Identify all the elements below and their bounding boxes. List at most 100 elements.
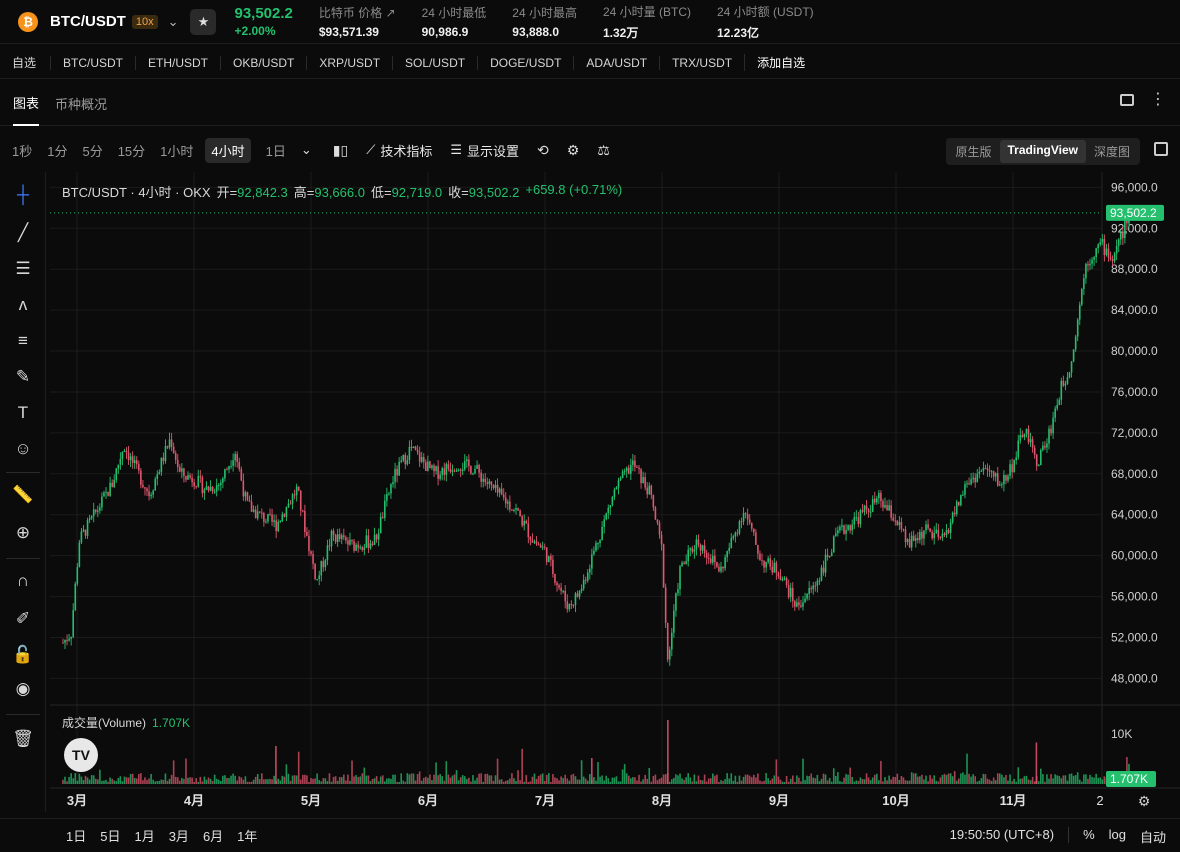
favorite-star-icon[interactable]: ★ [190, 8, 217, 35]
zoom-in-icon[interactable]: ⊕ [15, 523, 31, 542]
candle-type-icon[interactable]: ▮▯ [332, 141, 349, 158]
chart-canvas[interactable]: 96,000.0 92,000.0 88,000.0 84,000.0 80,000.0… [44, 172, 1180, 812]
watchlist-item[interactable]: SOL/USDT [392, 55, 477, 70]
interval-1m[interactable]: 1分 [47, 143, 68, 159]
watchlist-item[interactable]: ADA/USDT [573, 55, 659, 70]
log-toggle[interactable]: log [1108, 827, 1126, 842]
interval-5m[interactable]: 5分 [82, 143, 103, 159]
watchlist-item[interactable]: ETH/USDT [135, 55, 220, 70]
fullscreen-icon[interactable] [1154, 142, 1168, 156]
indicators-button[interactable]: ⟋ 技术指标 [366, 141, 432, 160]
price-chart[interactable]: 96,000.0 92,000.0 88,000.0 84,000.0 80,000.0… [44, 172, 1180, 812]
brush-icon[interactable]: ✎ [15, 367, 31, 386]
auto-toggle[interactable]: 自动 [1139, 830, 1166, 845]
watchlist-label[interactable]: 自选 [12, 56, 37, 70]
watchlist-item[interactable]: BTC/USDT [50, 55, 135, 70]
candle-body [541, 546, 544, 548]
stat-24h-turnover: 24 小时额 (USDT) 12.23亿 [717, 3, 814, 41]
volume-bar [734, 775, 737, 784]
volume-bar [320, 781, 323, 784]
eye-icon[interactable]: ◉ [15, 679, 31, 698]
volume-bar [552, 774, 554, 784]
more-options-icon[interactable]: ⋮ [1150, 91, 1166, 108]
candle-body [734, 532, 737, 537]
emoji-icon[interactable]: ☺ [14, 439, 32, 458]
candle-body [189, 475, 191, 478]
crosshair-icon[interactable]: ┼ [16, 185, 30, 204]
axis-settings-icon[interactable]: ⚙ [1138, 793, 1151, 809]
volume-bar [753, 774, 755, 784]
candle-body [808, 588, 810, 595]
volume-bar [406, 773, 409, 784]
tab-chart[interactable]: 图表 [13, 82, 40, 126]
tradingview-logo[interactable]: TV [64, 738, 98, 772]
add-watchlist-button[interactable]: 添加自选 [744, 54, 817, 71]
interval-4h[interactable]: 4小时 [205, 137, 251, 163]
volume-bar [984, 774, 987, 784]
watchlist-item[interactable]: TRX/USDT [659, 55, 744, 70]
display-settings-button[interactable]: ☰ 显示设置 [450, 141, 519, 160]
candle-body [1066, 377, 1069, 384]
refresh-icon[interactable]: ⟲ [537, 141, 549, 158]
volume-bar [664, 774, 667, 784]
volume-bar [636, 780, 638, 784]
trash-icon[interactable]: 🗑 [12, 729, 34, 748]
fib-icon[interactable]: ≡ [18, 331, 28, 350]
volume-bar [248, 781, 251, 784]
view-native[interactable]: 原生版 [955, 145, 992, 159]
interval-1d[interactable]: 1日 [265, 143, 286, 159]
interval-1s[interactable]: 1秒 [12, 143, 33, 159]
percent-toggle[interactable]: % [1083, 827, 1095, 842]
pattern-icon[interactable]: ᴧ [18, 295, 28, 314]
text-icon[interactable]: T [17, 403, 29, 422]
pair-selector[interactable]: BTC/USDT [50, 13, 126, 30]
candle-body [240, 469, 243, 481]
candle-body [779, 575, 782, 581]
range-1y[interactable]: 1年 [237, 829, 258, 844]
stat-index-price[interactable]: 比特币 价格 ↗ $93,571.39 [319, 4, 396, 39]
interval-15m[interactable]: 15分 [117, 143, 146, 159]
volume-bar [865, 773, 868, 784]
trend-line-icon[interactable]: ╱ [17, 223, 29, 242]
interval-chevron-down-icon[interactable]: ⌄ [300, 142, 312, 157]
volume-bar [673, 777, 675, 784]
volume-bar [638, 774, 640, 784]
range-1m[interactable]: 1月 [134, 829, 155, 844]
candle-body [685, 561, 687, 564]
candle-body [652, 494, 655, 508]
volume-bar [160, 779, 163, 784]
range-6m[interactable]: 6月 [202, 829, 224, 844]
candle-body [527, 523, 530, 538]
view-depth[interactable]: 深度图 [1093, 145, 1130, 159]
watchlist-item[interactable]: OKB/USDT [220, 55, 306, 70]
candle-body [201, 477, 204, 494]
volume-bar [550, 781, 552, 784]
chevron-down-icon[interactable]: ⌄ [167, 13, 179, 29]
range-1d[interactable]: 1日 [66, 829, 87, 844]
tab-overview[interactable]: 币种概况 [55, 97, 108, 112]
watchlist-item[interactable]: DOGE/USDT [477, 55, 573, 70]
scale-icon[interactable]: ⚖ [597, 141, 610, 158]
volume-bar [701, 780, 704, 784]
range-3m[interactable]: 3月 [168, 829, 189, 844]
view-tradingview[interactable]: TradingView [999, 140, 1086, 163]
candle-body [949, 522, 952, 533]
interval-1h[interactable]: 1小时 [160, 143, 194, 159]
lock-icon[interactable]: 🔓 [12, 645, 34, 664]
horizontal-lines-icon[interactable]: ☰ [15, 259, 31, 278]
candle-body [1037, 465, 1040, 467]
candle-body [402, 454, 405, 461]
lock-drawing-icon[interactable]: ✐ [15, 609, 31, 628]
range-5d[interactable]: 5日 [100, 829, 121, 844]
ruler-icon[interactable]: 📏 [12, 485, 34, 504]
candle-body [791, 587, 794, 602]
volume-bar [312, 778, 314, 784]
watchlist-item[interactable]: XRP/USDT [306, 55, 392, 70]
clock-time[interactable]: 19:50:50 (UTC+8) [949, 827, 1055, 842]
magnet-icon[interactable]: ∩ [16, 571, 30, 590]
x-tick-label: 2 [1096, 793, 1103, 808]
candle-body [289, 503, 292, 505]
volume-bar [685, 777, 687, 784]
layout-window-icon[interactable] [1120, 94, 1134, 106]
gear-icon[interactable]: ⚙ [566, 141, 580, 158]
